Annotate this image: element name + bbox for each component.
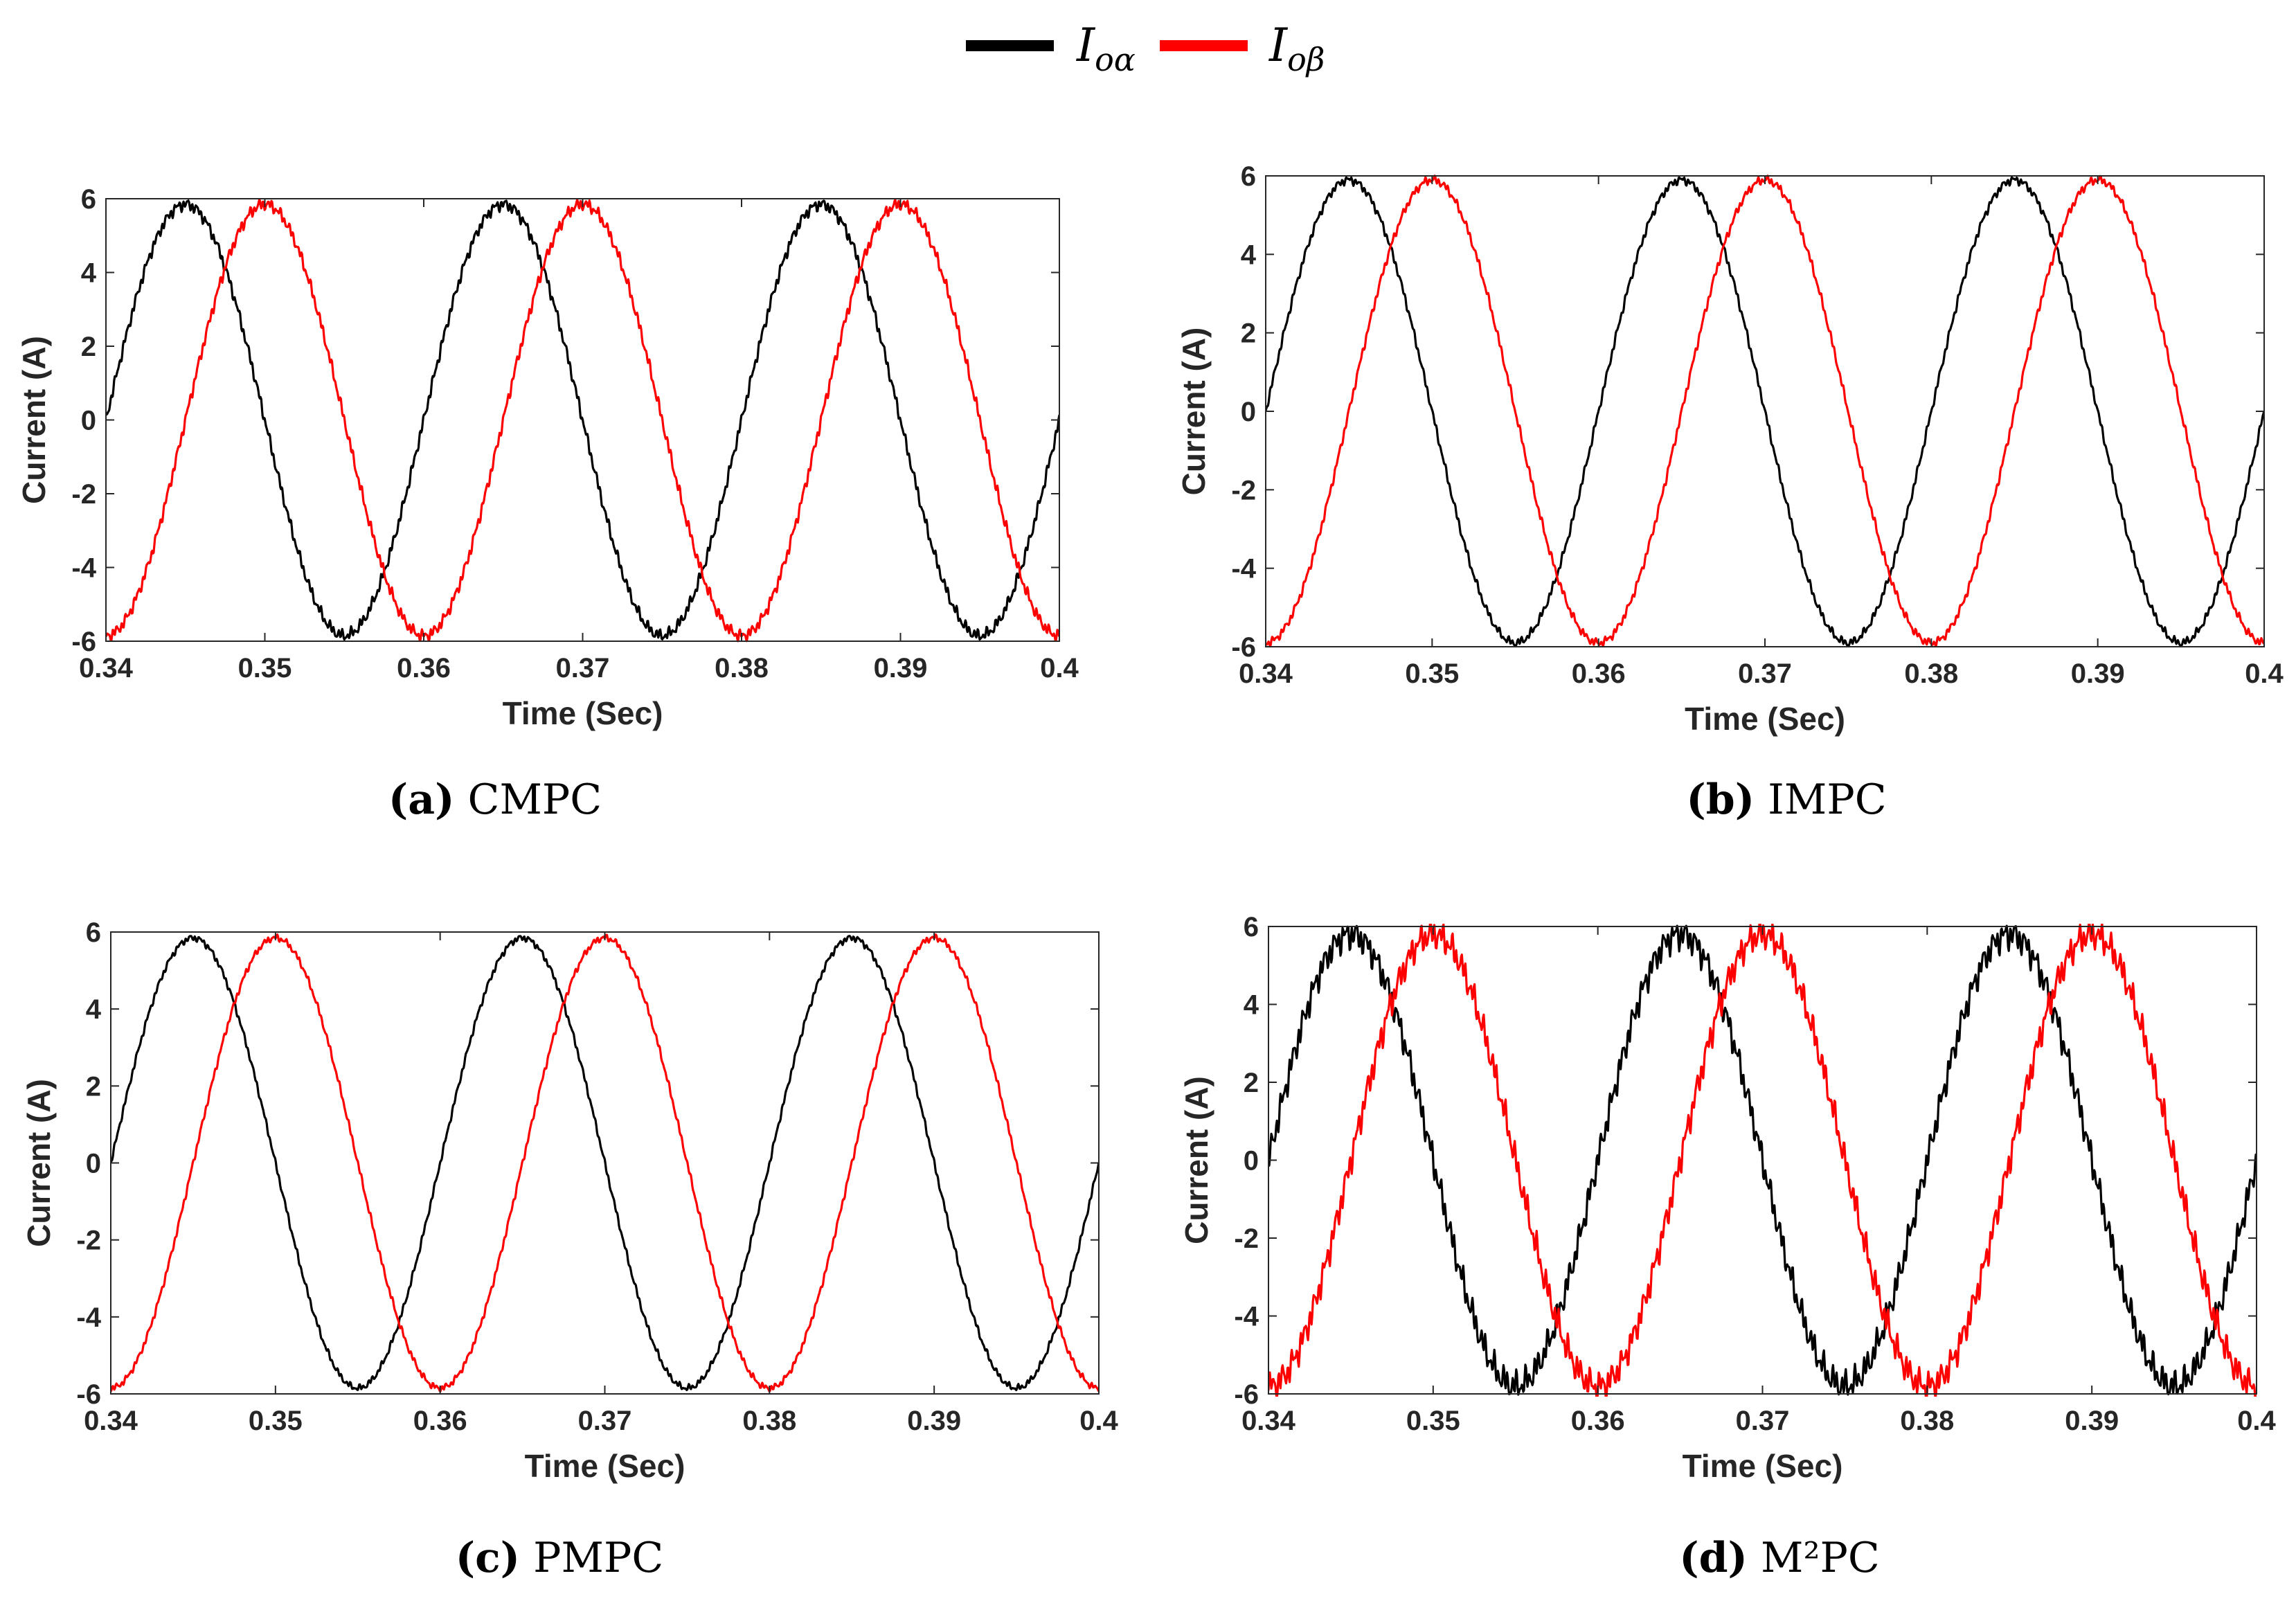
x-tick-label: 0.38 — [715, 653, 769, 683]
x-tick-label: 0.36 — [413, 1406, 467, 1436]
y-tick-label: 6 — [1241, 161, 1256, 192]
y-tick-label: 2 — [1241, 319, 1256, 349]
chart-panel-a: 0.34 0.35 0.36 0.37 0.38 0.39 0.4 -6 -4 -2 0 2 4 6 Tim… — [16, 184, 1079, 824]
legend-label-beta: Ioβ — [1268, 19, 1325, 78]
chart-panel-c: 0.34 0.35 0.36 0.37 0.38 0.39 0.4 -6 -4 -2 0 2 4 6 Tim… — [21, 917, 1119, 1582]
x-tick-label: 0.38 — [1904, 659, 1958, 689]
y-tick-label: 2 — [81, 332, 96, 362]
y-tick-label: 6 — [81, 184, 96, 215]
x-tick-label: 0.35 — [1406, 1406, 1460, 1436]
y-tick-label: -4 — [1234, 1302, 1259, 1332]
y-tick-label: 4 — [81, 258, 97, 289]
y-axis-label: Current (A) — [1176, 328, 1212, 496]
y-tick-label: 0 — [81, 406, 96, 436]
y-tick-label: 0 — [86, 1149, 101, 1179]
y-tick-label: 6 — [86, 917, 101, 948]
y-tick-label: 6 — [1244, 912, 1259, 942]
caption-letter: (a) — [388, 776, 455, 824]
x-tick-label: 0.4 — [1040, 653, 1079, 683]
y-tick-label: -6 — [1234, 1379, 1259, 1410]
panel-caption: (a) CMPC — [388, 776, 602, 824]
y-tick-label: -6 — [1231, 632, 1256, 663]
chart-panel-b: 0.34 0.35 0.36 0.37 0.38 0.39 0.4 -6 -4 -2 0 2 4 6 Tim… — [1176, 161, 2284, 824]
y-axis-label: Current (A) — [16, 336, 52, 504]
y-tick-label: 4 — [1241, 240, 1257, 270]
x-tick-label: 0.34 — [79, 653, 134, 683]
series-line-beta — [1268, 924, 2257, 1397]
x-tick-label: 0.4 — [1079, 1406, 1118, 1436]
caption-text: IMPC — [1755, 776, 1887, 824]
x-axis-label: Time (Sec) — [503, 695, 663, 731]
caption-text: M²PC — [1748, 1534, 1880, 1582]
chart-panel-d: 0.34 0.35 0.36 0.37 0.38 0.39 0.4 -6 -4 -2 0 2 4 6 Tim… — [1178, 912, 2277, 1582]
x-tick-label: 0.37 — [578, 1406, 632, 1436]
x-tick-label: 0.4 — [2237, 1406, 2276, 1436]
caption-text: CMPC — [454, 776, 602, 824]
series-line-beta — [106, 198, 1059, 643]
y-axis-label: Current (A) — [21, 1079, 57, 1247]
x-tick-label: 0.39 — [2065, 1406, 2119, 1436]
x-axis-label: Time (Sec) — [1683, 1448, 1843, 1484]
series-line-alpha — [106, 199, 1059, 641]
caption-letter: (c) — [456, 1534, 520, 1582]
caption-text: PMPC — [520, 1534, 663, 1582]
y-tick-label: -2 — [1231, 475, 1256, 505]
x-tick-label: 0.34 — [84, 1406, 138, 1436]
panel-caption: (c) PMPC — [456, 1534, 663, 1582]
x-tick-label: 0.37 — [1738, 659, 1792, 689]
x-tick-label: 0.36 — [1571, 1406, 1625, 1436]
x-tick-label: 0.39 — [874, 653, 928, 683]
legend-label-alpha: Ioα — [1076, 19, 1136, 78]
y-tick-label: -6 — [76, 1379, 101, 1410]
x-tick-label: 0.37 — [1736, 1406, 1790, 1436]
panel-caption: (b) IMPC — [1686, 776, 1886, 824]
y-tick-label: 4 — [86, 994, 102, 1025]
caption-letter: (b) — [1686, 776, 1755, 824]
y-axis-label: Current (A) — [1178, 1076, 1214, 1244]
y-tick-label: 0 — [1244, 1146, 1259, 1176]
y-tick-label: 2 — [86, 1071, 101, 1102]
y-tick-label: -4 — [71, 553, 96, 584]
y-tick-label: -2 — [1234, 1224, 1259, 1254]
x-tick-label: 0.37 — [556, 653, 610, 683]
panel-caption: (d) M²PC — [1679, 1534, 1880, 1582]
x-axis-label: Time (Sec) — [1685, 701, 1845, 737]
x-tick-label: 0.38 — [1900, 1406, 1954, 1436]
y-tick-label: -6 — [71, 627, 96, 657]
x-tick-label: 0.35 — [1405, 659, 1459, 689]
series-line-alpha — [1268, 924, 2257, 1396]
x-tick-label: 0.36 — [1572, 659, 1626, 689]
series-line-alpha — [1266, 176, 2264, 647]
y-tick-label: 2 — [1244, 1068, 1259, 1098]
panels: 0.34 0.35 0.36 0.37 0.38 0.39 0.4 -6 -4 -2 0 2 4 6 Tim… — [16, 161, 2284, 1582]
x-tick-label: 0.34 — [1239, 659, 1293, 689]
y-tick-label: -4 — [1231, 554, 1256, 584]
x-tick-label: 0.34 — [1241, 1406, 1296, 1436]
x-tick-label: 0.39 — [907, 1406, 961, 1436]
x-tick-label: 0.35 — [249, 1406, 303, 1436]
x-tick-label: 0.36 — [397, 653, 451, 683]
x-tick-label: 0.38 — [742, 1406, 796, 1436]
x-tick-label: 0.39 — [2071, 659, 2125, 689]
y-tick-label: -4 — [76, 1302, 101, 1333]
x-tick-label: 0.35 — [238, 653, 292, 683]
x-axis-label: Time (Sec) — [525, 1448, 685, 1484]
series-line-alpha — [111, 935, 1099, 1392]
y-tick-label: -2 — [71, 479, 96, 510]
y-tick-label: 4 — [1244, 990, 1259, 1021]
y-tick-label: -2 — [76, 1226, 101, 1256]
legend: Ioα Ioβ — [966, 19, 1325, 78]
x-tick-label: 0.4 — [2245, 659, 2284, 689]
y-tick-label: 0 — [1241, 397, 1256, 427]
caption-letter: (d) — [1679, 1534, 1748, 1582]
